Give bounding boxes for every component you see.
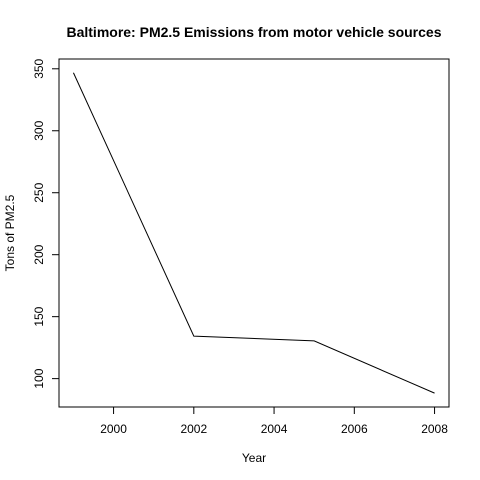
series-line <box>72 72 435 394</box>
y-tick-label: 150 <box>32 306 46 326</box>
x-tick-label: 2000 <box>100 422 127 436</box>
x-tick-label: 2006 <box>341 422 368 436</box>
x-axis-label: Year <box>242 451 266 465</box>
chart-title: Baltimore: PM2.5 Emissions from motor ve… <box>66 24 441 40</box>
x-tick-label: 2002 <box>180 422 207 436</box>
series-layer <box>72 72 435 394</box>
y-tick-label: 300 <box>32 120 46 140</box>
y-axis: 100 150 200 250 300 350 <box>32 58 59 389</box>
x-axis: 2000 2002 2004 2006 2008 <box>100 407 448 436</box>
y-tick-label: 200 <box>32 244 46 264</box>
y-axis-label: Tons of PM2.5 <box>3 194 17 271</box>
x-tick-label: 2008 <box>421 422 448 436</box>
y-tick-label: 250 <box>32 182 46 202</box>
plot-frame <box>58 58 450 408</box>
y-tick-label: 350 <box>32 58 46 78</box>
x-tick-label: 2004 <box>261 422 288 436</box>
y-tick-label: 100 <box>32 368 46 388</box>
